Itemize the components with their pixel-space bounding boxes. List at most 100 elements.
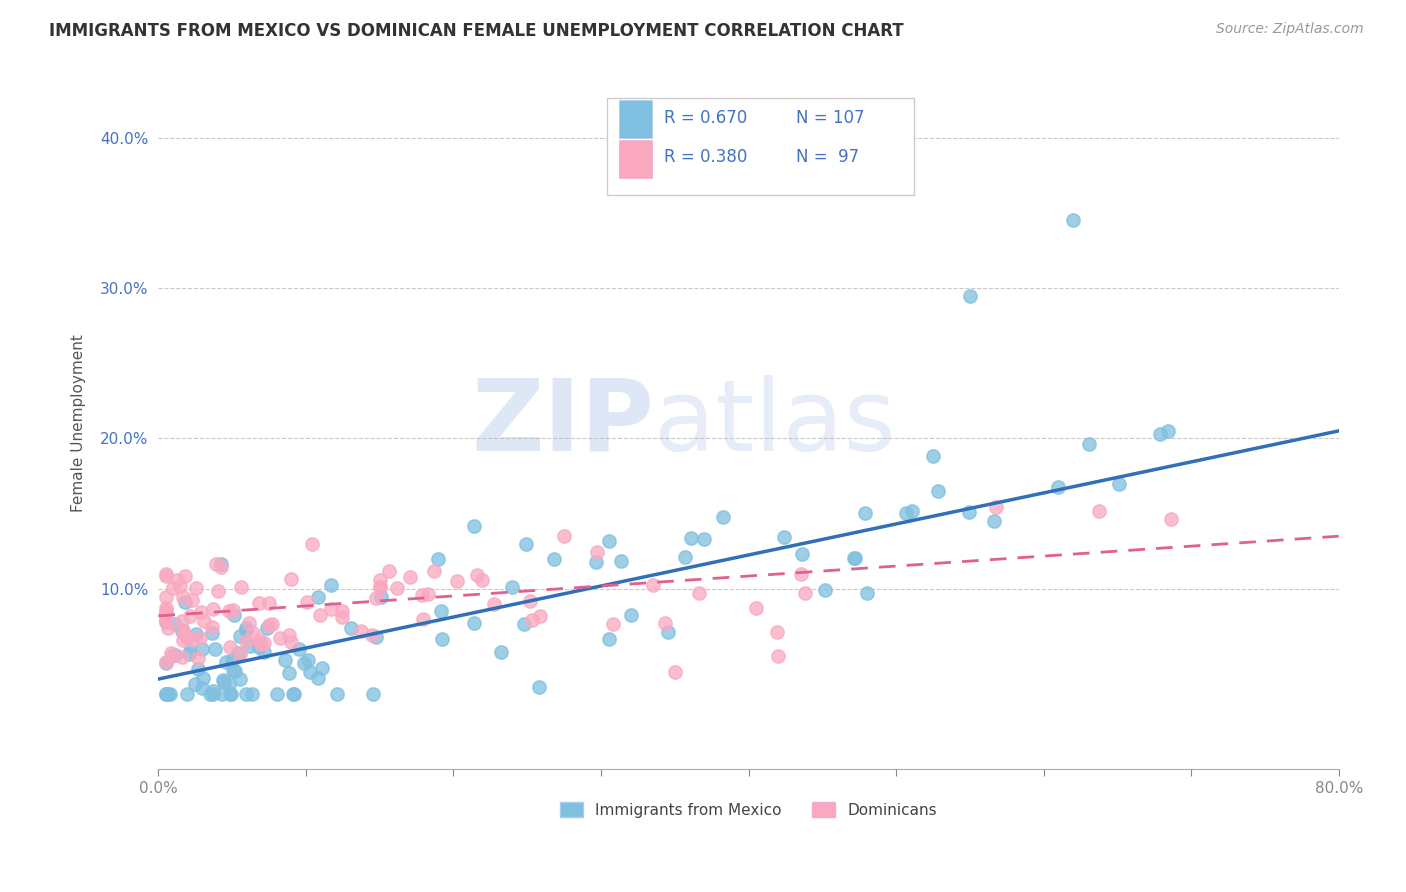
Point bbox=[598, 533, 620, 548]
Point bbox=[416, 587, 439, 601]
Point bbox=[190, 605, 212, 619]
Bar bbox=[619, 100, 652, 138]
Point bbox=[156, 621, 179, 635]
Point bbox=[187, 650, 209, 665]
Point bbox=[172, 624, 194, 638]
Point bbox=[430, 604, 453, 618]
Point bbox=[252, 636, 274, 650]
Point bbox=[260, 616, 283, 631]
Point bbox=[155, 591, 177, 605]
Point bbox=[277, 665, 299, 680]
Point bbox=[766, 625, 789, 640]
Point bbox=[239, 639, 262, 653]
Point bbox=[165, 617, 187, 632]
Point bbox=[179, 647, 201, 661]
Point bbox=[412, 612, 434, 626]
Text: Source: ZipAtlas.com: Source: ZipAtlas.com bbox=[1216, 22, 1364, 37]
Point bbox=[257, 596, 280, 610]
Point bbox=[226, 646, 249, 660]
Point bbox=[155, 600, 177, 615]
Point bbox=[366, 591, 388, 605]
Point bbox=[427, 552, 450, 566]
Point bbox=[191, 672, 214, 686]
Point bbox=[201, 601, 224, 615]
Point bbox=[188, 631, 211, 645]
Point bbox=[156, 687, 179, 701]
Point bbox=[156, 687, 179, 701]
Point bbox=[610, 554, 633, 568]
Point bbox=[681, 532, 703, 546]
Point bbox=[201, 620, 224, 634]
Point bbox=[253, 645, 276, 659]
Point bbox=[790, 547, 813, 561]
Point bbox=[250, 637, 273, 651]
Point bbox=[957, 505, 980, 519]
Point bbox=[842, 551, 865, 566]
Point bbox=[179, 644, 201, 658]
Legend: Immigrants from Mexico, Dominicans: Immigrants from Mexico, Dominicans bbox=[554, 796, 943, 824]
Point bbox=[745, 601, 768, 615]
Point bbox=[229, 673, 252, 687]
Point bbox=[853, 506, 876, 520]
Point bbox=[173, 627, 195, 641]
Point bbox=[321, 578, 343, 592]
Point bbox=[162, 581, 184, 595]
Point bbox=[368, 580, 391, 594]
Point bbox=[242, 625, 264, 640]
Point bbox=[519, 593, 541, 607]
Point bbox=[231, 580, 253, 594]
Point bbox=[191, 641, 214, 656]
Point bbox=[211, 687, 233, 701]
Point bbox=[602, 616, 624, 631]
Point bbox=[301, 537, 323, 551]
Point bbox=[155, 655, 177, 669]
Point bbox=[501, 580, 523, 594]
Point bbox=[543, 552, 565, 566]
Point bbox=[1149, 426, 1171, 441]
Point bbox=[191, 681, 214, 696]
Point bbox=[219, 640, 242, 654]
Point bbox=[309, 607, 332, 622]
Point bbox=[370, 590, 392, 604]
Point bbox=[813, 583, 835, 598]
Point bbox=[900, 504, 922, 518]
Point bbox=[169, 579, 191, 593]
Point bbox=[235, 621, 257, 635]
Point bbox=[368, 573, 391, 587]
Point bbox=[288, 642, 311, 657]
Text: N =  97: N = 97 bbox=[796, 148, 859, 166]
Point bbox=[693, 532, 716, 546]
Point bbox=[790, 567, 813, 582]
Text: N = 107: N = 107 bbox=[796, 109, 865, 127]
Point bbox=[155, 607, 177, 621]
Point bbox=[224, 664, 246, 678]
Point bbox=[1157, 424, 1180, 438]
Point bbox=[553, 529, 575, 543]
Point bbox=[283, 687, 305, 701]
Point bbox=[364, 630, 387, 644]
Point bbox=[361, 628, 384, 642]
Point bbox=[266, 687, 288, 701]
Point bbox=[176, 687, 198, 701]
Point bbox=[361, 687, 384, 701]
Point bbox=[297, 653, 319, 667]
Point bbox=[927, 484, 949, 499]
Point bbox=[463, 615, 485, 630]
Point bbox=[215, 656, 238, 670]
Point bbox=[529, 608, 551, 623]
Point bbox=[163, 648, 186, 662]
Point bbox=[212, 674, 235, 689]
Point bbox=[201, 626, 224, 640]
Point bbox=[330, 609, 353, 624]
Point bbox=[173, 568, 195, 582]
Point bbox=[1062, 213, 1084, 227]
Point bbox=[155, 687, 177, 701]
Point bbox=[274, 653, 297, 667]
Point bbox=[238, 615, 260, 630]
Point bbox=[222, 663, 245, 677]
Point bbox=[155, 604, 177, 618]
Point bbox=[307, 672, 329, 686]
Point bbox=[278, 628, 301, 642]
Point bbox=[1108, 477, 1130, 491]
Point bbox=[856, 586, 879, 600]
